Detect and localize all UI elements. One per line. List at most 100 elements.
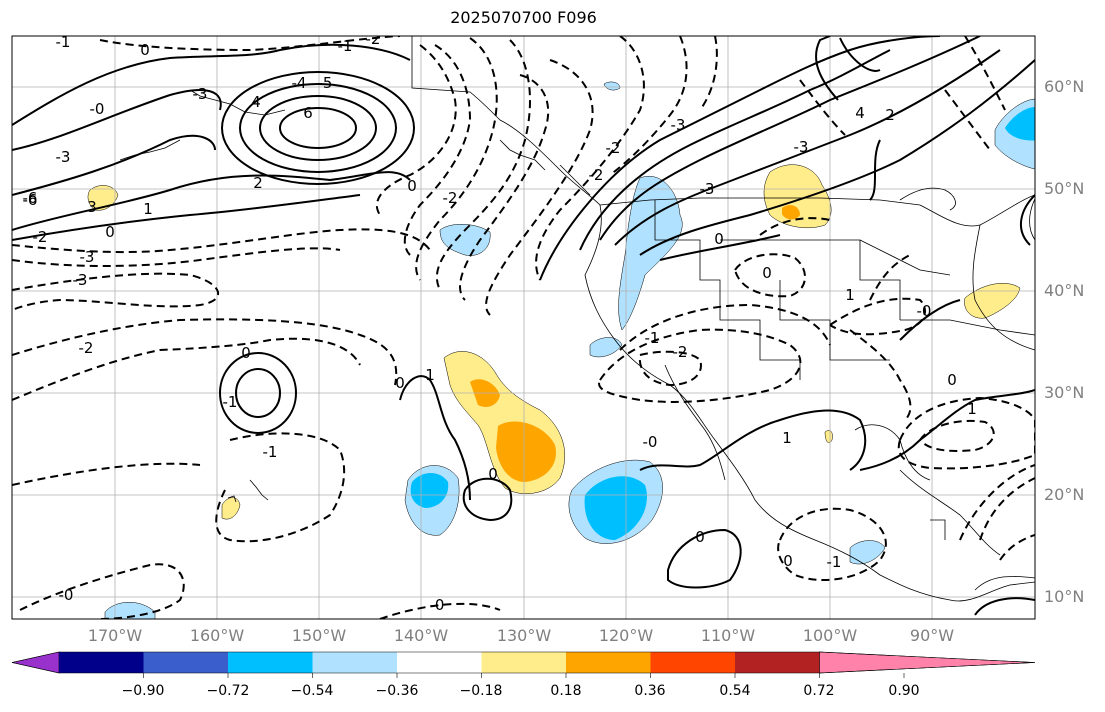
lon-label: 170°W: [87, 626, 143, 645]
colorbar-segment: [59, 652, 144, 673]
strong-positive-anomaly-region: [782, 205, 800, 220]
contour-label: 0: [241, 344, 251, 362]
contour-label: -2: [589, 166, 604, 184]
lon-label: 120°W: [598, 626, 654, 645]
contour-label: -3: [80, 248, 95, 266]
lon-label: 160°W: [189, 626, 245, 645]
colorbar-segment: [143, 652, 228, 673]
positive-anomaly-region: [824, 430, 833, 443]
colorbar-tick-label: −0.90: [121, 683, 165, 699]
colorbar-tick-label: 0.90: [888, 683, 920, 699]
strong-positive-anomaly-region: [496, 421, 556, 482]
colorbar-segment: [481, 652, 566, 673]
contour-label: -2: [366, 30, 381, 48]
contour-label: -2: [606, 139, 621, 157]
colorbar-tick-label: 0.72: [803, 683, 835, 699]
colorbar-tick-label: 0.54: [719, 683, 751, 699]
contour-labels: -1 0 -1 -2 -0 -3 -4 -5 6 4 -3 2 -6 3 1 -…: [23, 30, 977, 614]
colorbar-tick-label: −0.72: [206, 683, 250, 699]
negative-anomaly-region: [849, 540, 886, 565]
contour-label: -3: [671, 116, 686, 134]
colorbar-tick-label: −0.54: [290, 683, 334, 699]
strong-negative-anomaly-region: [410, 473, 449, 508]
colorbar-segment: [566, 652, 651, 673]
negative-anomaly-region: [439, 224, 491, 256]
contour-label: 0: [105, 223, 115, 241]
contour-label: 2: [885, 106, 895, 124]
positive-anomaly-region: [221, 497, 241, 520]
shaded-anomalies: [87, 81, 1035, 619]
positive-contours: [12, 36, 1035, 616]
contour-label: -0: [430, 596, 445, 614]
contour-label: -0: [643, 433, 658, 451]
contour-label: 6: [303, 104, 313, 122]
contour-label: 1: [425, 366, 435, 384]
lat-label: 10°N: [1044, 587, 1085, 606]
colorbar-segment: [312, 652, 397, 673]
contour-label: 0: [395, 374, 405, 392]
colorbar-tick-label: 0.18: [550, 683, 582, 699]
contour-label: -1: [645, 329, 660, 347]
contour-label: 4: [855, 104, 865, 122]
lat-label: 30°N: [1044, 383, 1085, 402]
lat-label: 40°N: [1044, 281, 1085, 300]
colorbar-segment: [397, 652, 482, 673]
contour-label: -3: [794, 138, 809, 156]
lon-label: 130°W: [496, 626, 552, 645]
lat-label: 60°N: [1044, 77, 1085, 96]
contour-label: -1: [827, 553, 842, 571]
contour-label: -3: [73, 271, 88, 289]
contour-label: 0: [407, 177, 417, 195]
colorbar: [11, 651, 1036, 678]
lon-label: 100°W: [802, 626, 858, 645]
contour-label: 0: [783, 552, 793, 570]
map-frame: [11, 35, 1036, 620]
lat-label: 50°N: [1044, 179, 1085, 198]
contour-label: 0: [695, 528, 705, 546]
colorbar-extension-low: [11, 651, 60, 674]
colorbar-segment: [650, 652, 735, 673]
contour-label: -0: [917, 302, 932, 320]
contour-label: 1: [143, 200, 153, 218]
colorbar-extension-high: [819, 651, 1036, 674]
contour-label: 1: [782, 429, 792, 447]
strong-negative-anomaly-region: [584, 476, 647, 540]
contour-label: -6: [23, 189, 38, 207]
contour-label: -2: [443, 189, 458, 207]
contour-label: -4: [292, 74, 307, 92]
contour-label: -2: [33, 228, 48, 246]
contour-label: -0: [90, 100, 105, 118]
strong-negative-anomaly-region: [1005, 107, 1035, 141]
contour-label: -6: [23, 191, 38, 209]
contour-label: -1: [263, 443, 278, 461]
contour-label: 3: [87, 198, 97, 216]
contour-label: 0: [714, 230, 724, 248]
colorbar-segment: [735, 652, 820, 673]
lon-label: 90°W: [909, 626, 955, 645]
contour-label: 1: [845, 286, 855, 304]
colorbar-tick-label: −0.18: [459, 683, 503, 699]
contour-label: 1: [967, 400, 977, 418]
contour-label: -3: [56, 148, 71, 166]
contour-label: -3: [700, 180, 715, 198]
positive-anomaly-region: [964, 283, 1021, 319]
contour-label: -3: [193, 85, 208, 103]
coastlines: [411, 36, 1035, 602]
negative-anomaly-region: [589, 337, 623, 358]
contour-label: -1: [56, 33, 71, 51]
lon-label: 110°W: [700, 626, 756, 645]
positive-anomaly-region: [87, 185, 119, 211]
positive-anomaly-region: [763, 164, 832, 229]
contour-label: 2: [253, 174, 263, 192]
contour-label: 0: [762, 264, 772, 282]
contour-label: 0: [947, 371, 957, 389]
contour-label: -0: [59, 586, 74, 604]
colorbar-segment: [228, 652, 313, 673]
colorbar-outline: [11, 651, 1036, 674]
contour-label: -1: [223, 393, 238, 411]
contour-label: 4: [251, 93, 261, 111]
contour-label: 0: [488, 465, 498, 483]
negative-contours: [12, 36, 1035, 619]
contour-label: -2: [673, 343, 688, 361]
